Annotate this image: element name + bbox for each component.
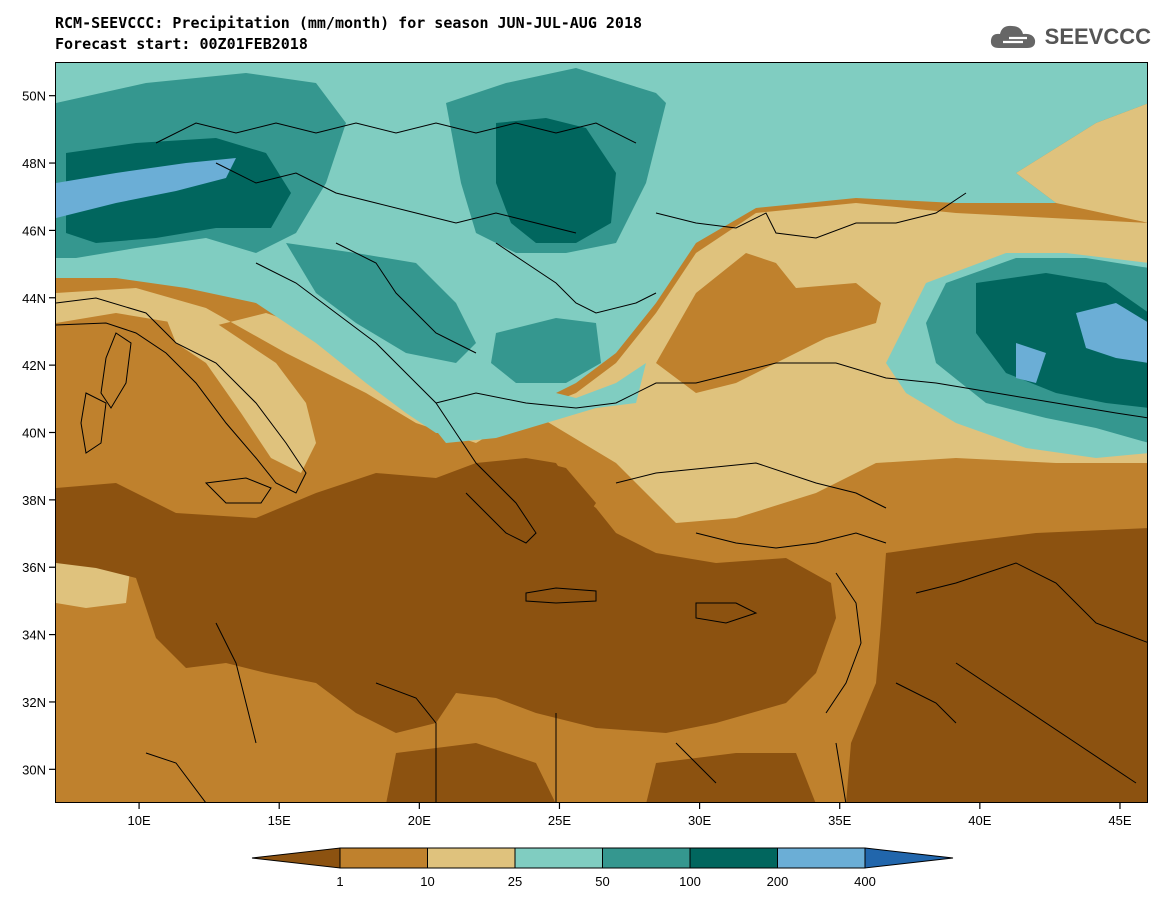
lat-tick-label: 34N <box>22 628 46 643</box>
lon-tick-label: 30E <box>688 813 711 828</box>
region-200-400-alps <box>56 158 236 218</box>
colorbar-box <box>427 847 516 869</box>
lat-tick-label: 46N <box>22 223 46 238</box>
colorbar-level-label: 25 <box>508 874 522 889</box>
lat-tick-label: 30N <box>22 762 46 777</box>
region-50-100-bulgaria <box>491 318 601 383</box>
colorbar-level-label: 400 <box>854 874 876 889</box>
region-1-10-anatolia-core <box>656 253 881 393</box>
region-below-1-libya <box>386 743 556 802</box>
colorbar-box <box>514 847 603 869</box>
region-200-400-caucasus <box>1016 303 1147 383</box>
lon-tick-label: 40E <box>968 813 991 828</box>
country-borders <box>56 122 1147 802</box>
lon-tick-label: 35E <box>828 813 851 828</box>
map-canvas <box>56 63 1147 802</box>
colorbar-box <box>689 847 778 869</box>
lat-tick-label: 44N <box>22 291 46 306</box>
region-10-25-north <box>56 203 1147 523</box>
region-100-200-carpathians <box>496 118 616 243</box>
precipitation-map[interactable] <box>55 62 1148 803</box>
colorbar-box <box>777 847 866 869</box>
lon-tick-label: 45E <box>1108 813 1131 828</box>
lat-tick-label: 40N <box>22 426 46 441</box>
region-below-1-aegean <box>506 463 596 533</box>
colorbar-arrow-min <box>251 847 341 869</box>
colorbar-box <box>602 847 691 869</box>
colorbar-level-label: 200 <box>767 874 789 889</box>
region-below-1-egypt <box>646 753 816 802</box>
colorbar-level-label: 100 <box>679 874 701 889</box>
colorbar-arrow-max <box>864 847 954 869</box>
region-below-1-east-desert <box>846 528 1147 802</box>
cloud-icon <box>990 25 1035 48</box>
lon-tick-label: 10E <box>128 813 151 828</box>
lat-tick-label: 48N <box>22 156 46 171</box>
lat-tick-label: 32N <box>22 695 46 710</box>
lat-tick-label: 42N <box>22 358 46 373</box>
lat-tick-label: 38N <box>22 493 46 508</box>
colorbar-level-label: 1 <box>336 874 343 889</box>
lon-tick-label: 25E <box>548 813 571 828</box>
region-50-100-balkans <box>286 243 476 363</box>
colorbar-legend: 1 10 25 50 100 200 400 <box>251 847 954 889</box>
region-below-1-mediterranean <box>56 458 836 733</box>
colorbar-level-label: 10 <box>420 874 434 889</box>
region-100-200-alps <box>66 138 291 243</box>
forecast-start-label: Forecast start: 00Z01FEB2018 <box>55 35 308 53</box>
lat-tick-label: 50N <box>22 89 46 104</box>
region-10-25-east-blob <box>1016 103 1147 223</box>
lat-tick-label: 36N <box>22 560 46 575</box>
colorbar-level-label: 50 <box>595 874 609 889</box>
seevccc-logo: SEEVCCC <box>989 22 1151 52</box>
logo-text: SEEVCCC <box>1044 24 1151 49</box>
lon-tick-label: 15E <box>268 813 291 828</box>
lon-tick-label: 20E <box>408 813 431 828</box>
map-title: RCM-SEEVCCC: Precipitation (mm/month) fo… <box>55 14 642 32</box>
colorbar-box <box>339 847 428 869</box>
